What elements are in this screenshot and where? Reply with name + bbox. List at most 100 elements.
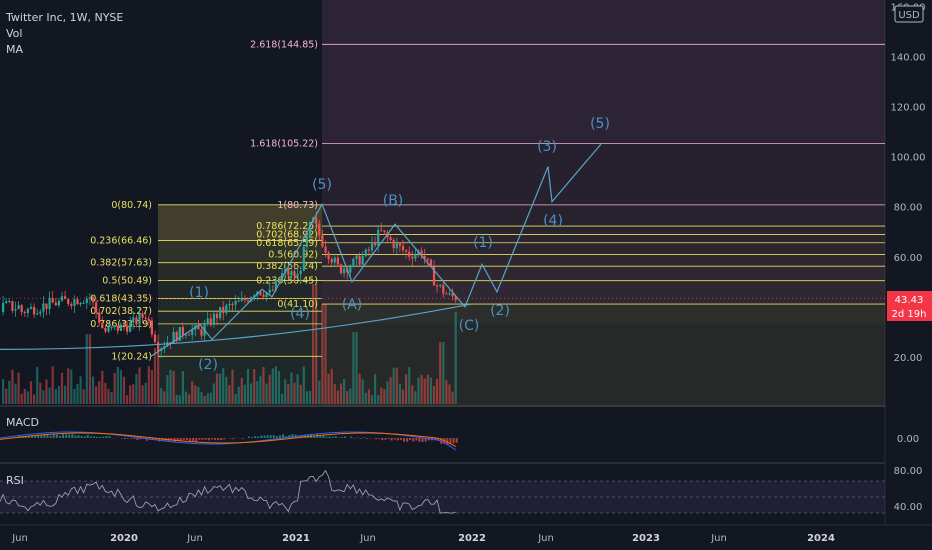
macd-label[interactable]: MACD [6,416,39,429]
volume-indicator-label[interactable]: Vol [6,27,22,40]
volume-bar [333,384,336,404]
candle-body [135,317,138,325]
candle-body [250,297,253,302]
price-tick-label: 140.00 [891,52,926,63]
candle-body [281,273,284,281]
ma-indicator-label[interactable]: MA [6,43,23,56]
volume-bar [305,391,308,404]
macd-histogram-bar [378,438,381,439]
fib-label-right: 2.618(144.85) [250,39,318,50]
candle-body [5,301,8,304]
macd-histogram-bar [223,438,226,440]
candle-body [29,306,33,309]
fib-zone-left [158,240,322,263]
candle-body [442,284,445,294]
macd-histogram-bar [96,436,99,438]
candle-body [324,246,327,253]
volume-bar [243,384,246,404]
volume-bar [20,393,23,404]
volume-bar [169,369,172,404]
candle-body [23,311,26,314]
macd-histogram-bar [257,436,260,438]
candle-body [225,305,228,313]
macd-histogram-bar [207,438,210,441]
candle-body [398,243,401,246]
volume-bar [135,373,138,404]
candle-body [42,303,45,312]
candle-body [110,326,113,328]
volume-bar [11,369,14,404]
macd-histogram-bar [427,438,430,441]
volume-bar [336,390,339,404]
fib-label-right: 0.5(60.92) [268,249,318,260]
macd-histogram-bar [136,438,139,440]
candle-body [321,235,324,247]
candle-body [212,313,215,325]
wave-label: (B) [383,193,404,209]
candle-body [308,222,312,237]
volume-bar [429,377,432,404]
volume-bar [281,393,284,404]
volume-bar [420,374,423,404]
macd-histogram-bar [176,438,179,441]
volume-bar [88,334,91,404]
macd-histogram-bar [421,438,424,442]
volume-bar [48,387,51,404]
candle-body [141,313,144,318]
macd-histogram-bar [68,434,71,438]
volume-bar [60,372,64,404]
volume-bar [82,389,85,404]
volume-bar [181,371,184,404]
macd-histogram-bar [418,438,421,442]
volume-bar [389,377,392,404]
candle-body [119,324,122,331]
time-tick-label: Jun [710,533,727,544]
candle-body [48,297,51,309]
price-tick-label: 80.00 [894,203,923,214]
rsi-label[interactable]: RSI [6,474,24,487]
fib-zone-right [322,143,885,205]
macd-histogram-bar [248,436,250,438]
time-tick-label: 2024 [807,533,835,544]
fib-zone-right [322,266,885,281]
volume-bar [2,379,5,404]
volume-bar [401,389,405,404]
volume-bar [197,387,200,404]
candle-body [191,329,194,335]
macd-histogram-bar [399,438,402,440]
volume-bar [246,368,250,404]
volume-bar [386,381,389,404]
fib-zone-left [158,298,322,312]
macd-tick-label: 0.00 [897,434,919,445]
volume-bar [355,332,358,404]
candle-body [20,305,23,312]
fibonacci-levels: 0(80.74) 0.236(66.46) 0.382(57.63) 0.5(50.4… [90,39,885,362]
fib-label-left: 0.382(57.63) [90,258,152,269]
macd-histogram-bar [409,438,412,441]
candle-body [408,251,411,257]
volume-bar [160,388,163,404]
volume-bar [287,384,290,404]
macd-histogram-bar [46,434,49,438]
fib-label-right: 1.618(105.22) [250,139,318,150]
candle-body [150,320,153,335]
volume-bar [157,348,160,404]
volume-bar [194,385,197,404]
volume-bar [361,379,364,404]
fib-zone-right [322,0,885,144]
volume-bar [126,395,129,404]
volume-bar [380,387,383,404]
candle-body [129,322,132,332]
symbol-title[interactable]: Twitter Inc, 1W, NYSE [5,11,123,24]
currency-badge[interactable] [894,5,924,23]
macd-histogram-bar [58,435,61,438]
volume-bar [265,383,268,404]
volume-bar [206,393,209,404]
macd-histogram-bar [325,436,328,438]
macd-histogram-bar [43,434,46,438]
candle-body [11,301,14,311]
macd-histogram-bar [365,438,368,439]
volume-bar [228,385,231,404]
candle-body [355,255,358,259]
